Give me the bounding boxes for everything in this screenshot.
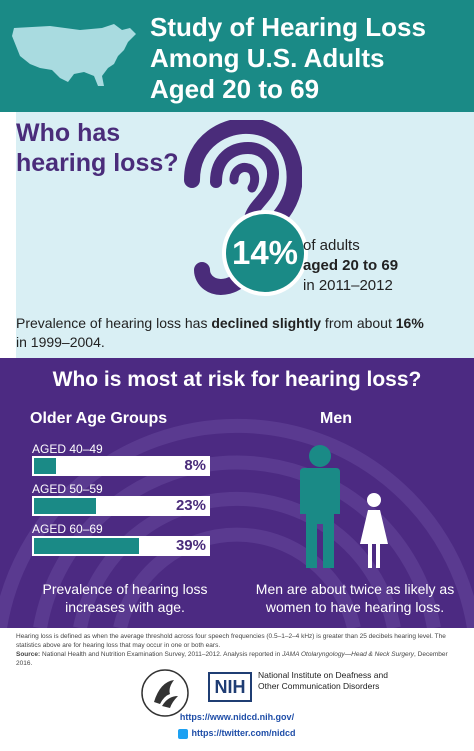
desc-line-2: aged 20 to 69: [303, 257, 399, 274]
footnote-source: Source: National Health and Nutrition Ex…: [16, 651, 448, 667]
bar-row: 23%: [32, 496, 210, 516]
title-line-3: Aged 20 to 69: [150, 74, 320, 104]
bar-fill: [34, 498, 96, 514]
risk-section: Who is most at risk for hearing loss? Ol…: [0, 358, 474, 628]
desc-line-3: in 2011–2012: [303, 277, 393, 294]
age-note: Prevalence of hearing loss increases wit…: [42, 581, 208, 615]
who-title-line-1: Who has: [16, 119, 121, 147]
men-note: Men are about twice as likely as women t…: [255, 581, 455, 615]
bar-fill: [34, 458, 56, 474]
risk-title: Who is most at risk for hearing loss?: [52, 368, 422, 391]
group-label: AGED 60–69: [32, 522, 103, 536]
who-has-hearing-loss-section: Who has hearing loss? 14% of adults aged…: [0, 112, 474, 358]
age-groups-heading: Older Age Groups: [30, 410, 168, 427]
man-figure-icon: [300, 445, 340, 568]
title-line-2: Among U.S. Adults: [150, 43, 385, 73]
us-map-icon: [12, 24, 136, 86]
man-woman-figures: [300, 445, 388, 568]
nih-institute-name: National Institute on Deafness and Other…: [258, 670, 388, 691]
title-line-1: Study of Hearing Loss: [150, 12, 426, 42]
footnote: Hearing loss is defined as when the aver…: [16, 632, 462, 668]
nih-logo: NIH: [208, 672, 252, 702]
group-label: AGED 40–49: [32, 442, 103, 456]
men-heading: Men: [320, 410, 352, 427]
bar-value: 39%: [175, 537, 206, 554]
percent-value: 14%: [231, 234, 299, 271]
twitter-link-text[interactable]: https://twitter.com/nidcd: [191, 728, 296, 738]
percent-badge: 14%: [222, 210, 308, 296]
twitter-link[interactable]: https://twitter.com/nidcd: [0, 728, 474, 739]
group-label: AGED 50–59: [32, 482, 103, 496]
header-banner: Study of Hearing Loss Among U.S. Adults …: [0, 0, 474, 112]
bar-fill: [34, 538, 139, 554]
hhs-seal-icon: [141, 669, 189, 717]
percent-description: of adults aged 20 to 69 in 2011–2012: [303, 236, 398, 296]
prevalence-text: Prevalence of hearing loss has declined …: [16, 315, 424, 350]
bar-value: 8%: [184, 457, 206, 474]
who-title: Who has hearing loss?: [16, 118, 186, 178]
bar-row: 39%: [32, 536, 210, 556]
who-title-line-2: hearing loss?: [16, 149, 179, 177]
twitter-icon: [178, 728, 189, 739]
ear-icon: [184, 120, 302, 295]
footnote-definition: Hearing loss is defined as when the aver…: [16, 633, 446, 649]
desc-line-1: of adults: [303, 237, 360, 254]
website-link[interactable]: https://www.nidcd.nih.gov/: [179, 712, 295, 722]
page-title: Study of Hearing Loss Among U.S. Adults …: [150, 12, 470, 105]
bar-value: 23%: [175, 497, 206, 514]
bar-row: 8%: [32, 456, 210, 476]
woman-figure-icon: [360, 493, 388, 568]
